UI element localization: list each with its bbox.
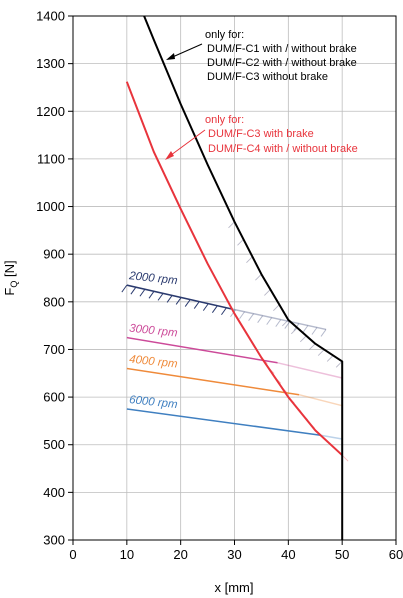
y-tick-label: 1100 (37, 151, 65, 166)
hatch-mark (255, 273, 262, 281)
hatch-mark (202, 303, 209, 311)
hatch-mark (175, 297, 182, 305)
y-axis-label-main: F (2, 288, 17, 296)
speed-line-label: 4000 rpm (129, 354, 179, 371)
speed-line-extension (277, 362, 343, 379)
curves (125, 15, 344, 540)
y-tick-label: 500 (43, 437, 65, 452)
speed-line (126, 408, 321, 436)
hatch-mark (193, 301, 200, 309)
hatch-mark (211, 305, 218, 313)
y-tick-label: 1000 (36, 199, 65, 214)
annotation-red: only for: DUM/F-C3 with brake DUM/F-C4 w… (165, 114, 358, 160)
annotation-black-arrowhead (166, 53, 175, 60)
annotation-black: only for: DUM/F-C1 with / without brake … (166, 29, 357, 83)
hatch-mark (157, 293, 164, 301)
annotation-red-line: DUM/F-C4 with / without brake (208, 143, 358, 155)
hatch-mark (246, 256, 253, 264)
black-limit-curve (143, 15, 344, 540)
hatch-mark (326, 355, 334, 362)
speed-line-label: 2000 rpm (128, 270, 179, 287)
y-tick-label: 300 (43, 533, 65, 548)
hatch-mark (130, 286, 137, 295)
speed-line (126, 284, 232, 310)
y-tick-label: 900 (43, 247, 65, 262)
annotation-red-heading: only for: (205, 114, 244, 126)
hatch-mark (299, 335, 307, 343)
y-tick-label: 1200 (36, 104, 65, 119)
y-tick-label: 700 (43, 342, 65, 357)
annotation-red-arrow (166, 129, 206, 159)
red-limit-curve (125, 81, 343, 456)
annotation-red-line: DUM/F-C3 with brake (208, 128, 314, 140)
hatch-mark (264, 289, 271, 296)
x-tick-label: 30 (227, 547, 241, 562)
y-axis-label-sub: Q (9, 281, 19, 288)
hatch-mark (273, 304, 280, 311)
hatch-mark (121, 284, 128, 293)
hatch-mark (311, 327, 318, 335)
y-tick-label: 1300 (36, 56, 65, 71)
hatch-mark (290, 327, 298, 335)
grid (72, 15, 397, 541)
speed-lines: 2000 rpm 3000 rpm 4000 rpm 6000 rpm (126, 270, 343, 440)
y-tick-label: 800 (43, 294, 65, 309)
annotation-black-line: DUM/F-C2 with / without brake (207, 57, 357, 69)
hatch-mark (266, 317, 273, 325)
y-axis-label-unit: [N] (2, 260, 17, 280)
hatch-mark (221, 307, 227, 316)
speed-line-label: 3000 rpm (129, 323, 179, 340)
x-tick-label: 20 (173, 547, 187, 562)
speed-line-extension (231, 308, 327, 331)
x-tick-label: 40 (281, 547, 295, 562)
hatch-mark (228, 221, 235, 229)
speed-line-label: 6000 rpm (129, 394, 179, 411)
speed-line (126, 336, 278, 364)
hatch-mark (148, 291, 155, 299)
hatch-mark (184, 299, 191, 307)
annotation-black-line: DUM/F-C3 without brake (207, 71, 328, 83)
hatch-mark (320, 329, 327, 337)
x-tick-label: 60 (389, 547, 403, 562)
speed-line-extension (320, 434, 343, 440)
x-axis-label: x [mm] (215, 580, 254, 595)
y-axis-label: FQ [N] (2, 260, 19, 295)
hatch-mark (284, 321, 291, 329)
hatch-mark (139, 288, 146, 297)
annotation-black-heading: only for: (205, 29, 244, 41)
y-tick-label: 600 (43, 390, 65, 405)
x-tick-label: 50 (335, 547, 349, 562)
hatch-mark (282, 319, 289, 327)
hatch-mark (335, 361, 343, 368)
speed-line (126, 367, 300, 396)
hatch-mark (166, 295, 173, 303)
hatch-mark (317, 349, 325, 356)
hatch-mark (302, 325, 309, 333)
ticks: 0 10 20 30 40 50 60 300 400 500 600 700 800 900 1000 11… (36, 9, 403, 563)
hatch-mark (308, 343, 316, 351)
annotation-red-arrowhead (165, 151, 174, 160)
annotation-black-line: DUM/F-C1 with / without brake (207, 43, 357, 55)
hatch-mark (257, 315, 264, 323)
x-tick-label: 10 (120, 547, 134, 562)
y-tick-label: 400 (43, 485, 65, 500)
y-tick-label: 1400 (36, 9, 65, 24)
hatch-mark (237, 238, 244, 246)
x-tick-label: 0 (69, 547, 76, 562)
hatch-mark (230, 309, 236, 318)
speed-line-extension (298, 393, 343, 407)
hatch-mark (248, 313, 254, 321)
hatch-mark (275, 319, 282, 327)
hatch-mark (239, 311, 245, 320)
